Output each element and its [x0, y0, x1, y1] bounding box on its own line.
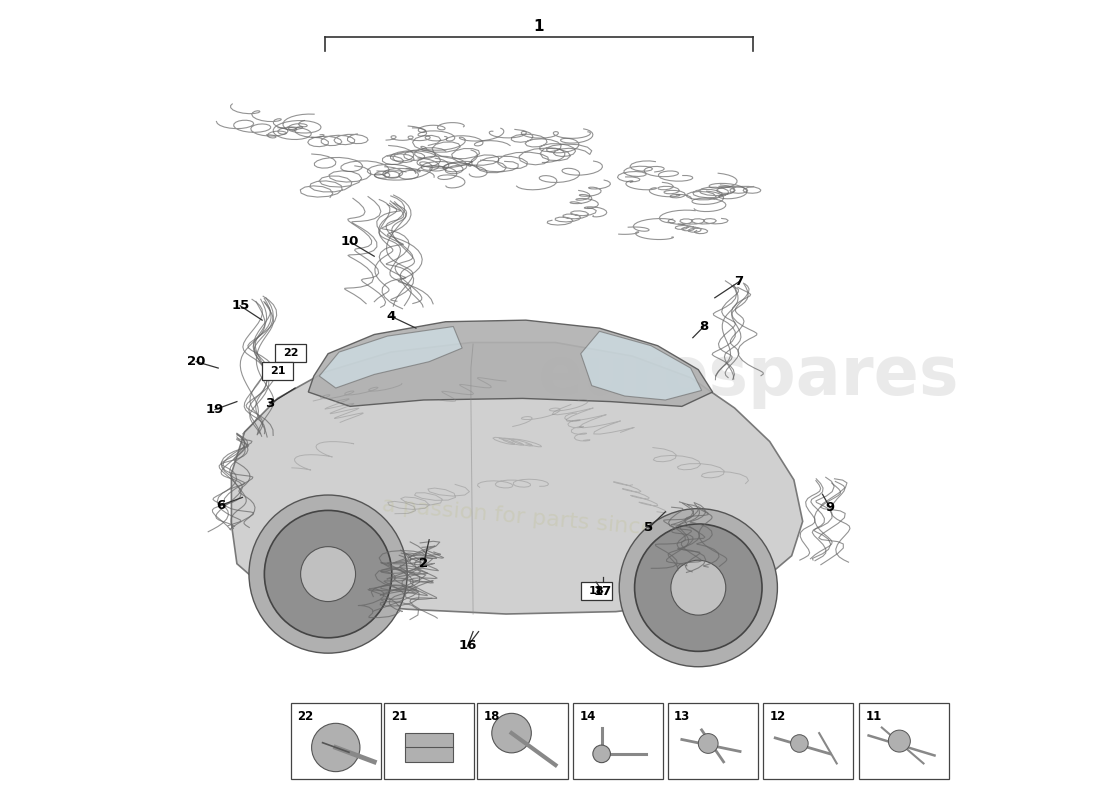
Text: 13: 13: [674, 710, 691, 723]
Text: 18: 18: [588, 586, 604, 596]
Text: 4: 4: [386, 310, 395, 322]
Circle shape: [311, 723, 360, 772]
FancyBboxPatch shape: [581, 582, 612, 600]
Circle shape: [249, 495, 407, 653]
Circle shape: [300, 546, 355, 602]
Polygon shape: [308, 320, 713, 406]
Text: 17: 17: [594, 585, 612, 598]
Text: 5: 5: [645, 522, 653, 534]
Text: 9: 9: [826, 502, 835, 514]
Text: 11: 11: [866, 710, 881, 723]
FancyBboxPatch shape: [384, 703, 474, 779]
Text: 14: 14: [580, 710, 596, 723]
Text: 3: 3: [265, 398, 275, 410]
Polygon shape: [581, 331, 702, 400]
Text: 20: 20: [187, 355, 206, 368]
Text: a passion for parts since 1985: a passion for parts since 1985: [382, 495, 718, 545]
FancyBboxPatch shape: [763, 703, 854, 779]
Text: 21: 21: [390, 710, 407, 723]
Circle shape: [889, 730, 911, 752]
Polygon shape: [231, 342, 803, 614]
Circle shape: [264, 510, 392, 638]
Text: 22: 22: [283, 348, 298, 358]
Text: 21: 21: [270, 366, 285, 376]
Circle shape: [593, 745, 611, 762]
Circle shape: [791, 734, 808, 752]
FancyBboxPatch shape: [668, 703, 758, 779]
Text: 16: 16: [459, 639, 476, 653]
Circle shape: [492, 714, 531, 753]
Text: 15: 15: [231, 299, 250, 312]
Text: eurospares: eurospares: [537, 343, 958, 409]
FancyBboxPatch shape: [477, 703, 568, 779]
Text: 1: 1: [534, 18, 544, 34]
FancyBboxPatch shape: [573, 703, 663, 779]
Text: 8: 8: [700, 320, 708, 333]
Text: 2: 2: [419, 558, 428, 570]
Text: 12: 12: [770, 710, 786, 723]
Polygon shape: [319, 326, 462, 388]
FancyBboxPatch shape: [405, 733, 453, 762]
Circle shape: [671, 560, 726, 615]
Text: 19: 19: [206, 403, 224, 416]
Circle shape: [635, 524, 762, 651]
Text: 6: 6: [216, 499, 225, 512]
Text: 10: 10: [341, 235, 360, 248]
FancyBboxPatch shape: [290, 703, 381, 779]
Circle shape: [619, 509, 778, 666]
FancyBboxPatch shape: [859, 703, 949, 779]
Text: 22: 22: [297, 710, 313, 723]
Text: 7: 7: [735, 275, 744, 288]
FancyBboxPatch shape: [262, 362, 293, 380]
Text: 18: 18: [484, 710, 500, 723]
Circle shape: [698, 734, 718, 754]
FancyBboxPatch shape: [275, 344, 306, 362]
